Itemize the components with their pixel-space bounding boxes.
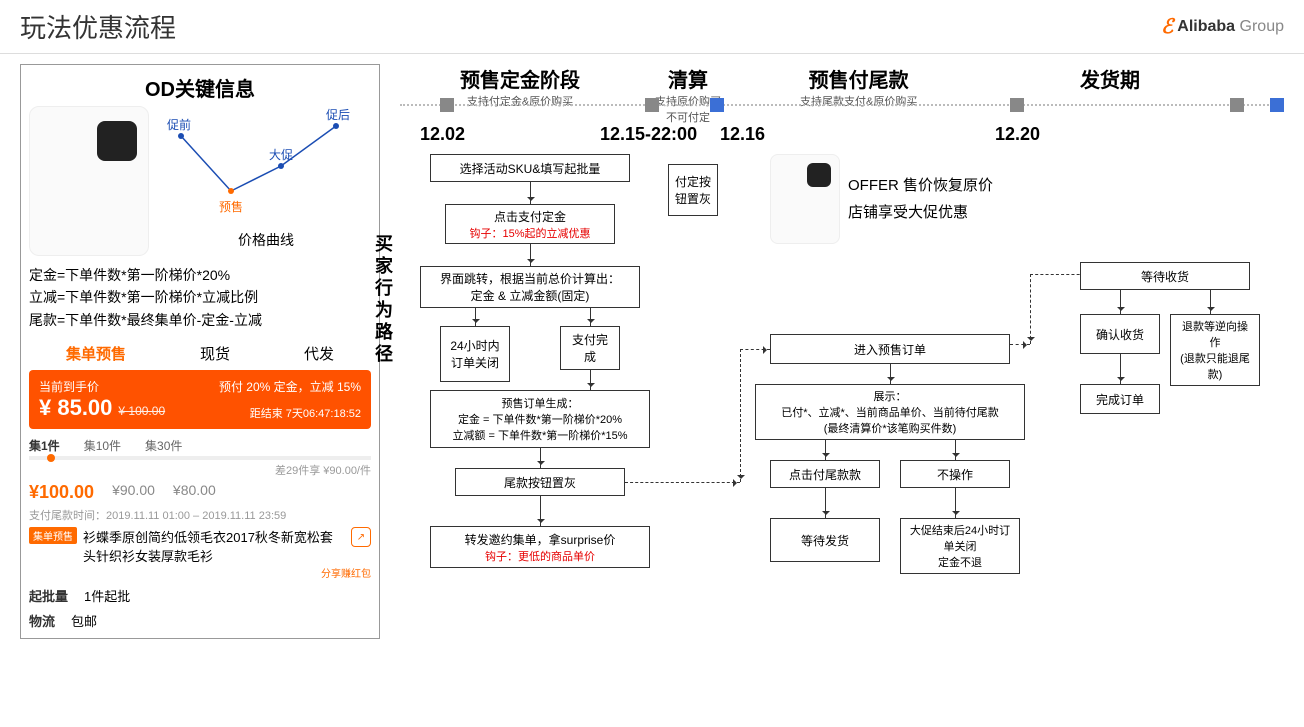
formula-1: 定金=下单件数*第一阶梯价*20% (29, 264, 371, 286)
product-name: 衫蝶季原创简约低领毛衣2017秋冬新宽松套头针织衫女装厚款毛衫 (83, 527, 345, 565)
price-curve: 促前 预售 大促 促后 (161, 106, 361, 226)
logo-text: Alibaba Group (1177, 18, 1284, 36)
product-line: 集单预售 衫蝶季原创简约低领毛衣2017秋冬新宽松套头针织衫女装厚款毛衫 ↗ (29, 527, 371, 565)
tab-dropship[interactable]: 代发 (304, 343, 334, 364)
box-refund: 退款等逆向操作 (退款只能退尾款) (1170, 314, 1260, 386)
box-click-pay-tail: 点击付尾款款 (770, 460, 880, 488)
tier-2: 集10件 (84, 437, 121, 454)
timeline-marker-6 (1270, 98, 1284, 112)
formula-2: 立减=下单件数*第一阶梯价*立减比例 (29, 286, 371, 308)
flow-area: 预售定金阶段 支持付定金&原价购买 清算 支持原价购买 不可付定 预售付尾款 支… (400, 64, 1284, 639)
price-box: 当前到手价 预付 20% 定金，立减 15% ¥ 85.00 ¥ 100.00 距… (29, 370, 371, 429)
date-1: 12.02 (420, 124, 465, 145)
box-calc: 界面跳转，根据当前总价计算出： 定金 & 立减金额(固定) (420, 266, 640, 308)
share-icon[interactable]: ↗ (351, 527, 371, 547)
curve-label-presale: 预售 (219, 198, 243, 215)
box-select-sku: 选择活动SKU&填写起批量 (430, 154, 630, 182)
countdown: 距结束 7天06:47:18:52 (250, 405, 361, 421)
curve-label-promo: 大促 (269, 146, 293, 163)
box-close-no-refund: 大促结束后24小时订单关闭 定金不退 (900, 518, 1020, 574)
tier-3: 集30件 (145, 437, 182, 454)
tier-progress (29, 456, 371, 460)
box-share: 转发邀约集单，拿surprise价钩子：更低的商品单价 (430, 526, 650, 568)
discount-note: 预付 20% 定金，立减 15% (219, 378, 361, 395)
box-order-gen: 预售订单生成： 定金 = 下单件数*第一阶梯价*20% 立减额 = 下单件数*第… (430, 390, 650, 448)
presale-badge: 集单预售 (29, 527, 77, 544)
stage-3-title: 预售付尾款 (800, 64, 917, 93)
tier-price-2: ¥90.00 (112, 482, 155, 503)
tier-row: 集1件 集10件 集30件 (29, 437, 371, 454)
timeline-marker-3 (710, 98, 724, 112)
share-label: 分享赚红包 (29, 565, 371, 580)
box-display: 展示： 已付*、立减*、当前商品单价、当前待付尾款 (最终清算价*该笔购买件数) (755, 384, 1025, 440)
date-2: 12.15-22:00 (600, 124, 697, 145)
tab-presale[interactable]: 集单预售 (66, 343, 126, 364)
logo-icon: ℰ (1161, 14, 1173, 39)
offer-line2: 店铺享受大促优惠 (848, 199, 993, 226)
tab-stock[interactable]: 现货 (200, 343, 230, 364)
timeline-marker-1 (440, 98, 454, 112)
alibaba-logo: ℰ Alibaba Group (1161, 14, 1284, 39)
box-confirm-receive: 确认收货 (1080, 314, 1160, 354)
current-price-label: 当前到手价 (39, 378, 99, 395)
page-title: 玩法优惠流程 (20, 8, 176, 45)
tier-price-1: ¥100.00 (29, 482, 94, 503)
tier-note: 差29件享 ¥90.00/件 (29, 462, 371, 478)
pay-time: 支付尾款时间：2019.11.11 01:00 – 2019.11.11 23:… (29, 507, 371, 523)
product-tabs: 集单预售 现货 代发 (29, 337, 371, 370)
meta-ship: 物流包邮 (29, 611, 371, 630)
tier-price-3: ¥80.00 (173, 482, 216, 503)
box-24h-close: 24小时内订单关闭 (440, 326, 510, 382)
vertical-label: 买家行为路径 (370, 234, 396, 366)
box-wait-ship: 等待发货 (770, 518, 880, 562)
product-image (29, 106, 149, 256)
stage-2-title: 清算 (655, 64, 721, 93)
box-pay-deposit: 点击支付定金钩子：15%起的立减优惠 (445, 204, 615, 244)
stage-1-title: 预售定金阶段 (460, 64, 580, 93)
stage-4-title: 发货期 (1080, 64, 1140, 93)
timeline-marker-4 (1010, 98, 1024, 112)
timeline (400, 104, 1284, 124)
date-3: 12.16 (720, 124, 765, 145)
timeline-marker-5 (1230, 98, 1244, 112)
offer-area: OFFER 售价恢复原价 店铺享受大促优惠 (770, 154, 993, 244)
od-title: OD关键信息 (29, 73, 371, 102)
formulas: 定金=下单件数*第一阶梯价*20% 立减=下单件数*第一阶梯价*立减比例 尾款=… (29, 264, 371, 331)
box-wait-receive: 等待收货 (1080, 262, 1250, 290)
date-4: 12.20 (995, 124, 1040, 145)
old-price: ¥ 100.00 (118, 404, 165, 418)
tier-prices: ¥100.00 ¥90.00 ¥80.00 (29, 482, 371, 503)
offer-product-image (770, 154, 840, 244)
box-no-op: 不操作 (900, 460, 1010, 488)
curve-label-before: 促前 (167, 116, 191, 133)
od-info-panel: OD关键信息 促前 预售 大促 促后 价格曲线 (20, 64, 380, 639)
current-price: ¥ 85.00 (39, 395, 112, 420)
box-pay-done: 支付完成 (560, 326, 620, 370)
tier-1: 集1件 (29, 437, 60, 454)
formula-3: 尾款=下单件数*最终集单价-定金-立减 (29, 309, 371, 331)
curve-caption: 价格曲线 (161, 230, 371, 250)
curve-label-after: 促后 (326, 106, 350, 123)
box-enter-order: 进入预售订单 (770, 334, 1010, 364)
offer-line1: OFFER 售价恢复原价 (848, 172, 993, 199)
timeline-marker-2 (645, 98, 659, 112)
meta-moq: 起批量1件起批 (29, 586, 371, 605)
header: 玩法优惠流程 ℰ Alibaba Group (0, 0, 1304, 54)
box-tail-gray: 尾款按钮置灰 (455, 468, 625, 496)
box-deposit-gray: 付定按钮置灰 (668, 164, 718, 216)
box-complete: 完成订单 (1080, 384, 1160, 414)
